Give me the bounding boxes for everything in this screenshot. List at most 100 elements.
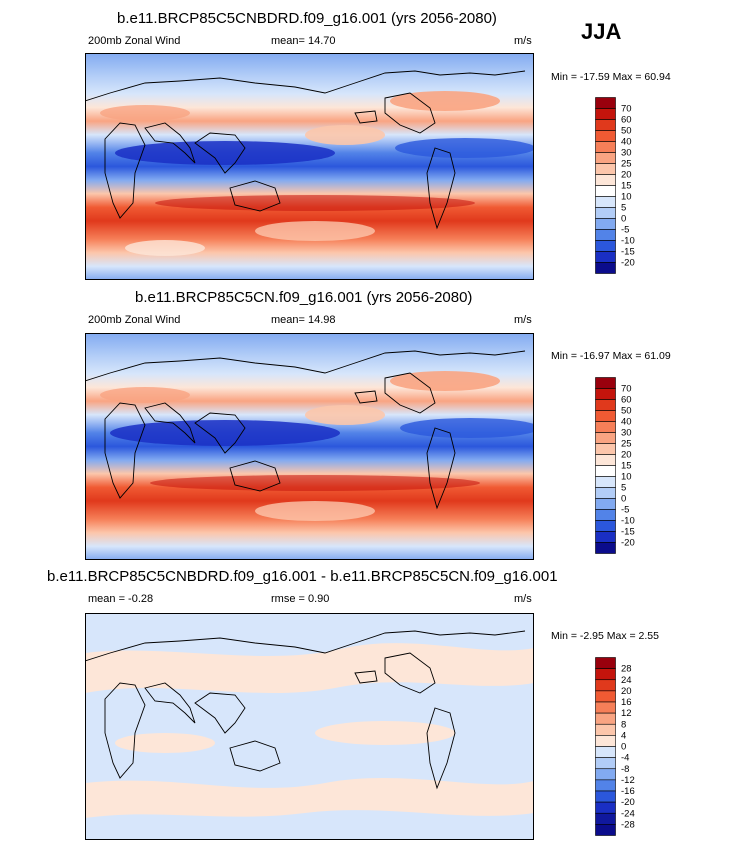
colorbar-swatch <box>595 262 616 274</box>
colorbar-tick-label: 70 <box>621 104 632 115</box>
colorbar-tick-label: -15 <box>621 247 635 258</box>
colorbar-swatch <box>595 421 616 433</box>
colorbar-tick-label: -15 <box>621 527 635 538</box>
colorbar-swatch <box>595 498 616 510</box>
colorbar-swatch <box>595 531 616 543</box>
colorbar-tick-label: -28 <box>621 819 635 830</box>
colorbar-swatch <box>595 251 616 263</box>
colorbar-swatch <box>595 454 616 466</box>
colorbar-tick-label: 30 <box>621 148 632 159</box>
colorbar-tick-label: -10 <box>621 236 635 247</box>
season-label: JJA <box>581 19 622 44</box>
colorbar-swatch <box>595 399 616 411</box>
colorbar-tick-label: 5 <box>621 483 626 494</box>
colorbar-tick-label: -20 <box>621 538 635 549</box>
colorbar-tick-label: 50 <box>621 126 632 137</box>
colorbar-swatch <box>595 509 616 521</box>
colorbar-swatch <box>595 824 616 836</box>
colorbar-tick-label: 40 <box>621 417 632 428</box>
panel-2-map <box>85 333 534 560</box>
panel-1-title: b.e11.BRCP85C5CNBDRD.f09_g16.001 (yrs 20… <box>117 10 497 27</box>
colorbar-tick-label: 16 <box>621 697 632 708</box>
colorbar-swatch <box>595 701 616 714</box>
colorbar-swatch <box>595 520 616 532</box>
colorbar-swatch <box>595 388 616 400</box>
colorbar-tick-label: -5 <box>621 225 629 236</box>
colorbar-tick-label: 60 <box>621 115 632 126</box>
panel-1-field-label: 200mb Zonal Wind <box>88 35 181 47</box>
colorbar-swatch <box>595 542 616 554</box>
colorbar-swatch <box>595 679 616 692</box>
colorbar-tick-label: 15 <box>621 181 632 192</box>
panel-3-minmax: Min = -2.95 Max = 2.55 <box>551 630 659 642</box>
colorbar-swatch <box>595 97 616 109</box>
colorbar-tick-label: -20 <box>621 258 635 269</box>
colorbar-tick-label: 10 <box>621 192 632 203</box>
panel-2-units: m/s <box>514 314 532 326</box>
panel-2-minmax: Min = -16.97 Max = 61.09 <box>551 350 671 362</box>
colorbar-tick-label: 8 <box>621 719 626 730</box>
colorbar-swatch <box>595 229 616 241</box>
panel-2-title: b.e11.BRCP85C5CN.f09_g16.001 (yrs 2056-2… <box>135 289 473 306</box>
colorbar-tick-label: 28 <box>621 664 632 675</box>
panel-2-field-label: 200mb Zonal Wind <box>88 314 181 326</box>
colorbar-tick-label: 4 <box>621 730 626 741</box>
panel-1-mean: mean= 14.70 <box>271 35 336 47</box>
colorbar-swatch <box>595 465 616 477</box>
colorbar-swatch <box>595 196 616 208</box>
colorbar-tick-label: 25 <box>621 439 632 450</box>
colorbar-tick-label: 0 <box>621 742 626 753</box>
panel-3-units: m/s <box>514 593 532 605</box>
panel-3-title: b.e11.BRCP85C5CNBDRD.f09_g16.001 - b.e11… <box>47 568 558 585</box>
colorbar-swatch <box>595 410 616 422</box>
colorbar-tick-label: -24 <box>621 808 635 819</box>
colorbar-swatch <box>595 690 616 703</box>
colorbar-tick-label: 40 <box>621 137 632 148</box>
colorbar-swatch <box>595 779 616 792</box>
colorbar-swatch <box>595 377 616 389</box>
colorbar-tick-label: 20 <box>621 686 632 697</box>
colorbar-tick-label: -5 <box>621 505 629 516</box>
colorbar-swatch <box>595 108 616 120</box>
colorbar-tick-label: 70 <box>621 384 632 395</box>
panel-2-mean: mean= 14.98 <box>271 314 336 326</box>
colorbar-tick-label: 30 <box>621 428 632 439</box>
colorbar-swatch <box>595 790 616 803</box>
colorbar-tick-label: 24 <box>621 675 632 686</box>
colorbar-swatch <box>595 130 616 142</box>
colorbar-swatch <box>595 163 616 175</box>
colorbar-tick-label: 15 <box>621 461 632 472</box>
colorbar-tick-label: -20 <box>621 797 635 808</box>
panel-3-rmse: rmse = 0.90 <box>271 593 330 605</box>
colorbar-swatch <box>595 240 616 252</box>
colorbar-swatch <box>595 668 616 681</box>
colorbar-tick-label: -4 <box>621 753 629 764</box>
colorbar-swatch <box>595 185 616 197</box>
colorbar-swatch <box>595 218 616 230</box>
colorbar-swatch <box>595 119 616 131</box>
panel-3-mean: mean = -0.28 <box>88 593 154 605</box>
colorbar-tick-label: 20 <box>621 450 632 461</box>
panel-3-map <box>85 613 534 840</box>
colorbar-tick-label: 60 <box>621 395 632 406</box>
colorbar-tick-label: 20 <box>621 170 632 181</box>
colorbar-swatch <box>595 152 616 164</box>
colorbar-tick-label: 12 <box>621 708 632 719</box>
colorbar-swatch <box>595 768 616 781</box>
colorbar-tick-label: 5 <box>621 203 626 214</box>
colorbar-swatch <box>595 757 616 770</box>
panel-1-map <box>85 53 534 280</box>
colorbar-swatch <box>595 174 616 186</box>
colorbar-tick-label: 0 <box>621 494 626 505</box>
colorbar-tick-label: 50 <box>621 406 632 417</box>
colorbar-swatch <box>595 801 616 814</box>
colorbar-tick-label: 0 <box>621 214 626 225</box>
colorbar-swatch <box>595 207 616 219</box>
colorbar-tick-label: -10 <box>621 516 635 527</box>
colorbar-swatch <box>595 657 616 669</box>
colorbar-swatch <box>595 723 616 736</box>
colorbar-swatch <box>595 141 616 153</box>
colorbar-tick-label: -12 <box>621 775 635 786</box>
